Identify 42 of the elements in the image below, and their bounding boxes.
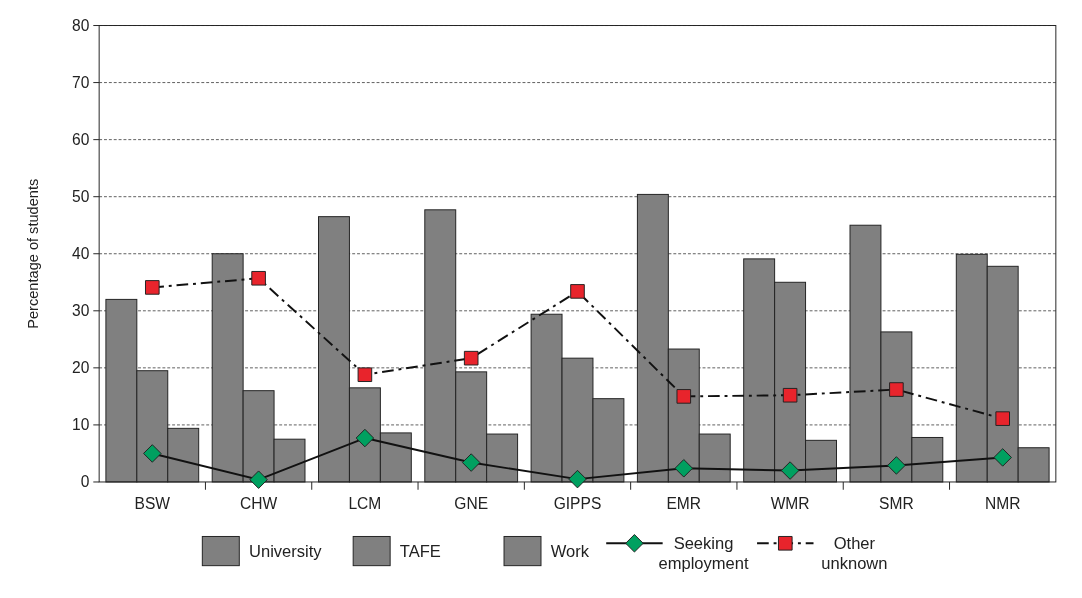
point <box>780 461 800 480</box>
point <box>995 411 1010 426</box>
y-axis-title: Percentage of students <box>24 178 41 329</box>
point <box>355 428 375 448</box>
point <box>251 270 266 286</box>
point <box>887 456 906 475</box>
y-tick-label: 70 <box>72 74 90 92</box>
point <box>143 444 162 463</box>
x-tick-label: LCM <box>348 495 382 513</box>
y-tick-label: 30 <box>72 302 90 320</box>
x-tick-label: CHW <box>240 495 278 513</box>
x-tick-label: EMR <box>666 495 702 513</box>
point <box>570 284 585 299</box>
point <box>568 469 587 489</box>
point <box>993 448 1012 467</box>
x-tick-label: BSW <box>134 495 171 513</box>
x-tick-label: GIPPS <box>553 495 602 513</box>
y-tick-label: 10 <box>72 416 90 434</box>
point <box>674 459 694 478</box>
legend-label: University <box>249 541 323 561</box>
y-tick-label: 0 <box>80 473 90 491</box>
legend-label: Seeking employment <box>658 534 749 573</box>
x-tick-label: GNE <box>454 495 489 513</box>
legend-label: TAFE <box>399 541 441 561</box>
x-tick-label: SMR <box>879 495 914 513</box>
point <box>676 389 692 404</box>
point <box>249 470 268 489</box>
x-tick-label: NMR <box>984 495 1021 513</box>
point <box>463 350 479 366</box>
y-tick-label: 60 <box>72 131 90 149</box>
y-tick-label: 80 <box>72 16 90 34</box>
legend-label: Work <box>550 541 590 561</box>
legend-label: Other unknown <box>821 534 888 573</box>
point <box>782 387 798 403</box>
x-tick-label: WMR <box>770 495 810 513</box>
y-tick-label: 50 <box>72 188 90 206</box>
y-tick-label: 40 <box>72 245 90 263</box>
point <box>357 367 373 383</box>
point <box>889 382 904 397</box>
point <box>144 280 160 295</box>
y-tick-label: 20 <box>72 359 90 377</box>
point <box>461 453 481 472</box>
